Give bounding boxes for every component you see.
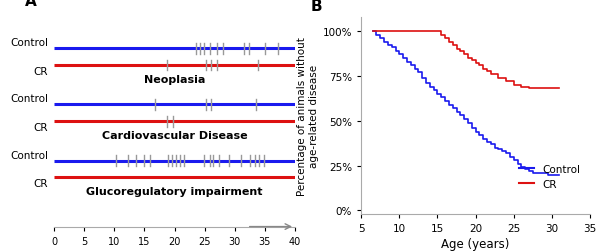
Legend: Control, CR: Control, CR bbox=[515, 160, 585, 193]
Text: CR: CR bbox=[34, 67, 48, 77]
Text: Control: Control bbox=[10, 38, 48, 48]
Text: Neoplasia: Neoplasia bbox=[144, 74, 205, 84]
Text: Control: Control bbox=[10, 94, 48, 104]
X-axis label: Age (years): Age (years) bbox=[441, 237, 510, 250]
Text: Glucoregulatory impairment: Glucoregulatory impairment bbox=[86, 186, 263, 196]
Text: B: B bbox=[311, 0, 323, 14]
X-axis label: Age (years): Age (years) bbox=[142, 251, 207, 252]
Text: CR: CR bbox=[34, 179, 48, 189]
Y-axis label: Percentage of animals without
age-related disease: Percentage of animals without age-relate… bbox=[297, 37, 318, 195]
Text: CR: CR bbox=[34, 123, 48, 133]
Text: A: A bbox=[25, 0, 37, 9]
Text: Control: Control bbox=[10, 150, 48, 160]
Text: Cardiovascular Disease: Cardiovascular Disease bbox=[102, 130, 247, 140]
